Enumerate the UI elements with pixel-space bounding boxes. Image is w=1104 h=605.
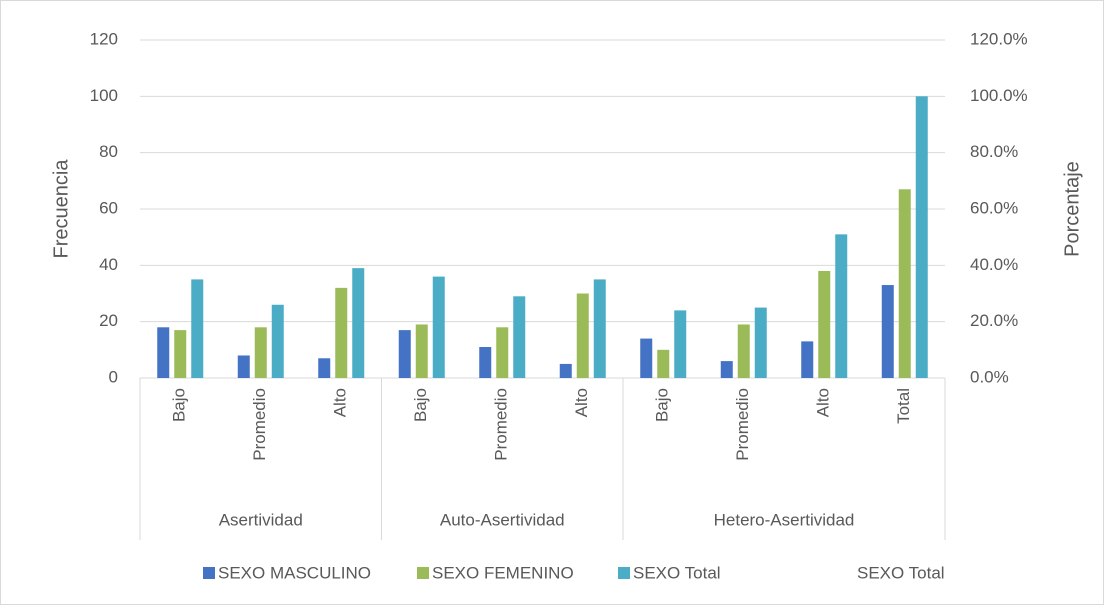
legend-swatch xyxy=(417,567,429,579)
bar xyxy=(835,234,848,378)
bar xyxy=(559,363,572,378)
y2-tick-label: 100.0% xyxy=(970,86,1028,105)
x-tick-label: Bajo xyxy=(411,388,430,422)
legend-label: SEXO Total xyxy=(633,563,721,582)
bar xyxy=(754,307,767,378)
y2-axis-title: Porcentaje xyxy=(1061,161,1083,257)
y-tick-label: 0 xyxy=(109,367,118,386)
bar xyxy=(432,276,445,378)
y-axis-title: Frecuencia xyxy=(50,159,72,259)
legend-label: SEXO MASCULINO xyxy=(218,563,371,582)
group-label: Hetero-Asertividad xyxy=(714,510,855,529)
legend-swatch xyxy=(203,567,215,579)
x-tick-label: Alto xyxy=(331,388,350,417)
bar xyxy=(593,279,606,378)
bar xyxy=(191,279,204,378)
x-tick-label: Alto xyxy=(814,388,833,417)
bar xyxy=(513,296,526,378)
y-tick-label: 80 xyxy=(99,142,118,161)
bar xyxy=(720,361,733,378)
x-tick-label: Promedio xyxy=(492,388,511,461)
x-tick-label: Total xyxy=(894,388,913,424)
bar xyxy=(576,293,589,378)
group-label: Asertividad xyxy=(219,510,303,529)
bar xyxy=(496,327,509,378)
y2-tick-label: 40.0% xyxy=(970,255,1018,274)
legend-label: SEXO FEMENINO xyxy=(432,563,574,582)
bar xyxy=(881,285,894,378)
bar xyxy=(915,96,928,378)
legend-swatch xyxy=(618,567,630,579)
y2-tick-label: 120.0% xyxy=(970,29,1028,48)
bar xyxy=(674,310,687,378)
bar xyxy=(174,330,187,378)
x-tick-label: Bajo xyxy=(170,388,189,422)
x-tick-label: Alto xyxy=(572,388,591,417)
bar xyxy=(398,330,411,378)
bar xyxy=(318,358,331,378)
bar xyxy=(157,327,170,378)
y2-tick-label: 60.0% xyxy=(970,198,1018,217)
bar xyxy=(335,287,348,378)
bar xyxy=(352,268,365,378)
y-tick-label: 100 xyxy=(90,86,118,105)
bar xyxy=(737,324,750,378)
y2-tick-label: 20.0% xyxy=(970,311,1018,330)
bar xyxy=(818,270,831,378)
bar xyxy=(415,324,428,378)
bar xyxy=(640,338,653,378)
bar xyxy=(898,189,911,378)
y-tick-label: 40 xyxy=(99,255,118,274)
y-tick-label: 60 xyxy=(99,198,118,217)
bar xyxy=(254,327,267,378)
y-tick-label: 120 xyxy=(90,29,118,48)
bar xyxy=(271,304,284,378)
bar xyxy=(657,349,670,378)
x-tick-label: Promedio xyxy=(733,388,752,461)
x-tick-label: Promedio xyxy=(250,388,269,461)
y-tick-label: 20 xyxy=(99,311,118,330)
bar xyxy=(801,341,814,378)
bar xyxy=(237,355,250,378)
group-label: Auto-Asertividad xyxy=(440,510,565,529)
bar xyxy=(479,347,492,378)
legend-label: SEXO Total xyxy=(857,563,945,582)
x-tick-label: Bajo xyxy=(653,388,672,422)
y2-tick-label: 0.0% xyxy=(970,367,1009,386)
y2-tick-label: 80.0% xyxy=(970,142,1018,161)
